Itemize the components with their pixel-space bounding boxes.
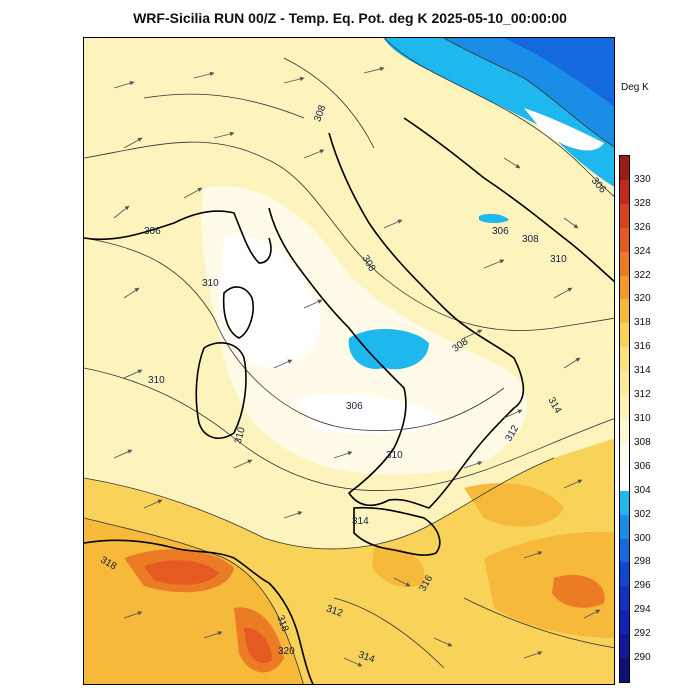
contour-label: 314	[352, 516, 369, 527]
contour-label: 306	[346, 401, 363, 412]
contour-label: 306	[144, 226, 161, 237]
contour-label: 310	[550, 254, 567, 265]
contour-label: 310	[386, 450, 403, 461]
colorbar-segment	[620, 203, 629, 228]
cold-cell-2	[479, 213, 509, 223]
colorbar-tick-label: 290	[634, 652, 651, 664]
colorbar-segment	[620, 251, 629, 276]
colorbar-tick-label: 298	[634, 556, 651, 568]
unit-label: Deg K	[621, 82, 649, 93]
contour-label: 306	[492, 226, 509, 237]
warm-zone-3	[484, 531, 614, 638]
colorbar-segment	[620, 323, 629, 348]
colorbar-segment	[620, 442, 629, 467]
colorbar-segment	[620, 658, 629, 682]
colorbar-tick-label: 304	[634, 484, 651, 496]
temperature-map	[84, 38, 614, 684]
colorbar-segment	[620, 538, 629, 563]
map-title: WRF-Sicilia RUN 00/Z - Temp. Eq. Pot. de…	[133, 10, 567, 26]
colorbar-tick-label: 306	[634, 460, 651, 472]
colorbar-segment	[620, 299, 629, 324]
colorbar-tick-label: 316	[634, 341, 651, 353]
colorbar-segment	[620, 418, 629, 443]
colorbar-tick-label: 320	[634, 293, 651, 305]
hot-core-2	[244, 627, 272, 664]
colorbar-tick-label: 314	[634, 365, 651, 377]
colorbar-segment	[620, 490, 629, 515]
colorbar-tick-label: 292	[634, 628, 651, 640]
colorbar-segment	[620, 179, 629, 204]
colorbar-tick-label: 296	[634, 580, 651, 592]
contour-label: 310	[148, 375, 165, 386]
colorbar-tick-label: 300	[634, 532, 651, 544]
colorbar-segment	[620, 634, 629, 659]
colorbar-segment	[620, 395, 629, 419]
colorbar-tick-label: 310	[634, 413, 651, 424]
contour-label: 308	[522, 234, 539, 245]
wind-vectors	[113, 66, 601, 667]
cold-cell	[348, 328, 429, 370]
cold-zone-3	[504, 38, 614, 107]
colorbar-tick-label: 308	[634, 436, 651, 448]
colorbar	[619, 155, 630, 683]
hot-zone-3	[552, 574, 605, 608]
contour-label: 320	[278, 646, 295, 657]
colorbar-segment	[620, 562, 629, 587]
contour-label: 310	[202, 278, 219, 289]
colorbar-tick-label: 302	[634, 508, 651, 520]
colorbar-segment	[620, 227, 629, 252]
colorbar-segment	[620, 347, 629, 372]
colorbar-segment	[620, 610, 629, 635]
colorbar-tick-label: 324	[634, 245, 651, 257]
colorbar-segment	[620, 466, 629, 491]
colorbar-segment	[620, 156, 629, 180]
colorbar-segment	[620, 371, 629, 396]
map-panel: 308 306 310 308 306 308 310 306 310 308 …	[83, 37, 615, 685]
colorbar-segment	[620, 586, 629, 611]
colorbar-tick-label: 318	[634, 317, 651, 329]
colorbar-tick-label: 328	[634, 197, 651, 209]
colorbar-tick-label: 326	[634, 221, 651, 233]
colorbar-tick-label: 322	[634, 269, 651, 281]
cold-gap	[524, 108, 604, 151]
colorbar-tick-label: 294	[634, 604, 651, 616]
colorbar-segment	[620, 275, 629, 300]
hot-core	[144, 560, 219, 585]
colorbar-tick-label: 312	[634, 389, 651, 401]
warm-zone-5	[372, 547, 425, 587]
colorbar-tick-label: 330	[634, 173, 651, 185]
warm-zone-4	[464, 483, 564, 527]
isotherm-lines	[84, 38, 614, 684]
coastlines	[84, 117, 614, 684]
neutral-zone	[219, 236, 321, 368]
colorbar-segment	[620, 514, 629, 539]
